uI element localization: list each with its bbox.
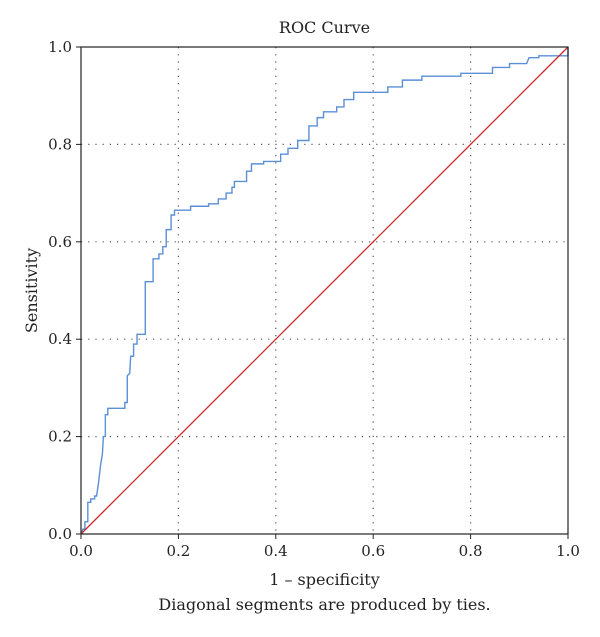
axis-ticks: 0.0 0.2 0.4 0.6 0.8 1.0 0.0 0.2 0.4 0.6 0.8 1.0 [48, 38, 580, 560]
x-tick-label: 0.0 [69, 542, 93, 560]
y-tick-label: 0.8 [48, 135, 72, 153]
x-tick-label: 0.6 [361, 542, 385, 560]
y-axis-title: Sensitivity [22, 248, 41, 333]
chart-footnote: Diagonal segments are produced by ties. [158, 595, 490, 614]
series-layer [80, 46, 569, 535]
y-tick-label: 0.4 [48, 330, 72, 348]
x-tick-label: 0.2 [166, 542, 190, 560]
reference-diagonal-line [80, 46, 569, 535]
chart-title: ROC Curve [279, 18, 370, 37]
y-tick-label: 0.6 [48, 233, 72, 251]
roc-curve-line [80, 47, 569, 535]
x-tick-label: 0.4 [264, 542, 288, 560]
x-tick-label: 1.0 [556, 542, 580, 560]
plot-frame [80, 46, 569, 535]
x-axis-title: 1 – specificity [269, 570, 380, 589]
y-tick-label: 1.0 [48, 38, 72, 56]
y-tick-label: 0.0 [48, 525, 72, 543]
x-tick-label: 0.8 [459, 542, 483, 560]
y-tick-label: 0.2 [48, 428, 72, 446]
